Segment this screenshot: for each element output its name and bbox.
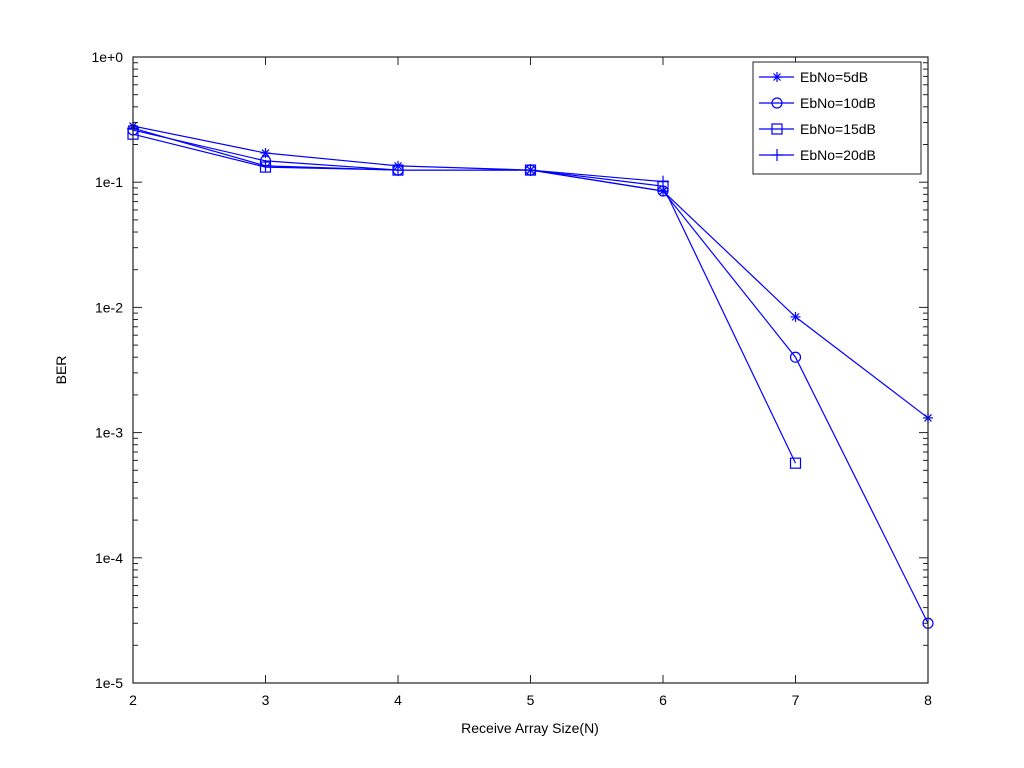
plus-marker-icon [657, 175, 669, 188]
y-tick-label: 1e-1 [95, 174, 123, 190]
x-tick-label: 5 [527, 692, 535, 708]
x-axis-label: Receive Array Size(N) [461, 720, 599, 736]
plus-marker-icon [524, 164, 537, 177]
legend-box [752, 61, 922, 175]
y-tick-label: 1e-2 [95, 299, 123, 315]
legend-label: EbNo=5dB [800, 69, 868, 85]
legend-item: EbNo=5dB [759, 69, 868, 85]
x-tick-label: 3 [262, 692, 270, 708]
legend-label: EbNo=10dB [800, 95, 876, 111]
plus-marker-icon [259, 159, 272, 172]
star-marker-icon [772, 72, 782, 82]
plus-marker-icon [771, 149, 783, 161]
x-tick-label: 8 [924, 692, 932, 708]
x-tick-label: 4 [394, 692, 402, 708]
y-axis-label: BER [53, 356, 69, 385]
axes: 2 3 4 5 6 7 8 1e+0 1e-1 1e-2 1e-3 1e-4 1e-5 [91, 49, 932, 708]
legend-label: EbNo=15dB [800, 121, 876, 137]
circle-marker-icon [771, 97, 783, 109]
y-tick-label: 1e-3 [95, 425, 123, 441]
x-tick-label: 2 [129, 692, 137, 708]
legend-item: EbNo=20dB [759, 147, 876, 163]
legend-item: EbNo=15dB [759, 121, 876, 137]
plus-marker-icon [392, 164, 404, 177]
y-tick-label: 1e-5 [95, 675, 123, 691]
legend-item: EbNo=10dB [759, 95, 876, 111]
legend: EbNo=5dB EbNo=10dB EbNo=15dB EbNo=20dB [752, 61, 922, 175]
x-tick-label: 7 [792, 692, 800, 708]
circle-marker-icon [789, 351, 802, 363]
x-tick-label: 6 [659, 692, 667, 708]
series-plus [127, 122, 669, 188]
square-marker-icon [771, 123, 783, 135]
series-layer [127, 121, 934, 629]
legend-label: EbNo=20dB [800, 147, 876, 163]
square-marker-icon [789, 457, 802, 469]
y-tick-label: 1e+0 [91, 49, 123, 65]
y-tick-label: 1e-4 [95, 550, 123, 566]
star-marker-icon [790, 311, 801, 322]
